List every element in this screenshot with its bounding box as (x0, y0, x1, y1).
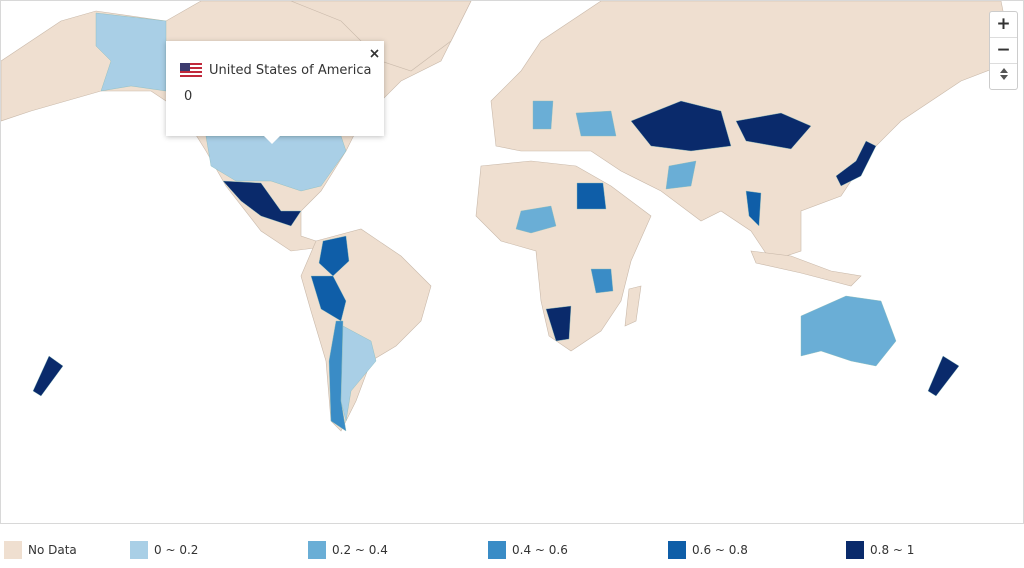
country-value: 0 (184, 89, 193, 104)
new-zealand-west (32, 355, 64, 397)
legend-label: 0 ~ 0.2 (154, 543, 199, 557)
myanmar (745, 190, 762, 227)
madagascar (624, 285, 642, 327)
chile (328, 320, 347, 432)
zoom-controls: + − (989, 11, 1018, 90)
legend-label: 0.8 ~ 1 (870, 543, 915, 557)
legend-label: No Data (28, 543, 77, 557)
close-button[interactable] (370, 49, 379, 58)
mexico (222, 180, 302, 227)
egypt (576, 182, 607, 210)
tooltip: United States of America 0 (166, 41, 384, 144)
niger (515, 205, 557, 234)
colombia (318, 235, 350, 277)
legend-label: 0.2 ~ 0.4 (332, 543, 388, 557)
australia (800, 295, 897, 367)
kazakhstan (630, 100, 732, 152)
legend-swatch (668, 541, 686, 559)
zoom-out[interactable]: − (990, 38, 1017, 64)
reset-view[interactable] (990, 64, 1017, 89)
greenland (290, 1, 472, 72)
new-zealand-east (927, 355, 960, 397)
legend-label: 0.6 ~ 0.8 (692, 543, 748, 557)
legend-label: 0.4 ~ 0.6 (512, 543, 568, 557)
reset-icon (999, 68, 1008, 80)
tanzania (590, 268, 614, 294)
flag-icon (180, 63, 202, 78)
legend-swatch (488, 541, 506, 559)
japan (835, 140, 877, 187)
argentina (340, 325, 377, 422)
germany-poland (532, 100, 554, 130)
zoom-in[interactable]: + (990, 12, 1017, 38)
legend-swatch (846, 541, 864, 559)
map: United States of America 0 + − (0, 0, 1024, 524)
world-map (1, 1, 1014, 432)
mongolia (735, 112, 812, 150)
africa (475, 160, 652, 352)
legend-swatch (308, 541, 326, 559)
legend-swatch (130, 541, 148, 559)
afghanistan (665, 160, 697, 190)
indonesia (750, 250, 862, 287)
country-name: United States of America (209, 63, 372, 78)
peru (310, 275, 347, 322)
legend-swatch (4, 541, 22, 559)
usa (205, 135, 347, 192)
namibia (545, 305, 572, 342)
ukraine (575, 110, 617, 137)
legend: No Data 0 ~ 0.2 0.2 ~ 0.4 0.4 ~ 0.6 0.6 ~ 0.… (0, 536, 1024, 564)
tooltip-pointer (264, 136, 280, 144)
alaska (95, 12, 167, 92)
